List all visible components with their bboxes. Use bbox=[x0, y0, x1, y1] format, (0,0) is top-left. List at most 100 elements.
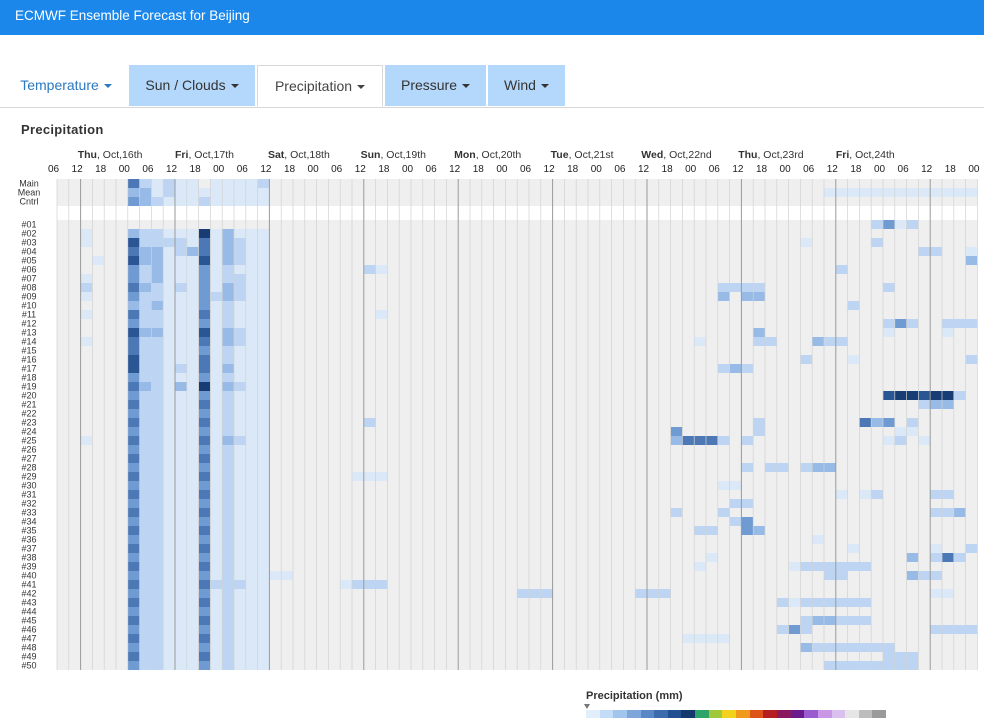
tab-sun-clouds[interactable]: Sun / Clouds bbox=[129, 65, 255, 106]
precip-cell bbox=[175, 373, 187, 382]
precip-cell bbox=[139, 364, 152, 373]
precip-cell bbox=[741, 517, 754, 526]
precip-cell bbox=[234, 535, 246, 544]
precip-cell bbox=[245, 481, 258, 490]
precip-cell bbox=[163, 535, 175, 544]
member-row-label: #17 bbox=[21, 364, 36, 374]
precip-cell bbox=[151, 508, 164, 517]
member-row-label: #31 bbox=[21, 490, 36, 500]
precip-cell bbox=[257, 535, 270, 544]
precip-cell bbox=[163, 229, 175, 238]
precip-cell bbox=[151, 355, 164, 364]
precip-cell bbox=[529, 589, 541, 598]
tab-temperature[interactable]: Temperature bbox=[12, 65, 120, 106]
precip-cell bbox=[198, 553, 211, 562]
precip-cell bbox=[139, 463, 152, 472]
precip-cell bbox=[127, 643, 140, 652]
tab-pressure[interactable]: Pressure bbox=[385, 65, 486, 106]
precip-cell bbox=[139, 571, 152, 580]
precip-cell bbox=[222, 229, 234, 238]
precip-cell bbox=[139, 197, 152, 206]
precip-cell bbox=[186, 607, 199, 616]
precip-cell bbox=[127, 580, 140, 589]
precip-cell bbox=[942, 553, 954, 562]
precip-cell bbox=[127, 661, 140, 670]
legend-swatch bbox=[804, 710, 818, 718]
precip-cell bbox=[198, 571, 211, 580]
precip-cell bbox=[210, 634, 223, 643]
precip-cell bbox=[175, 607, 187, 616]
precip-cell bbox=[127, 607, 140, 616]
precip-cell bbox=[245, 179, 258, 188]
precip-cell bbox=[175, 481, 187, 490]
member-row-label: #16 bbox=[21, 355, 36, 365]
precip-cell bbox=[175, 238, 187, 247]
precip-cell bbox=[210, 598, 223, 607]
precip-cell bbox=[222, 328, 234, 337]
precip-cell bbox=[127, 391, 140, 400]
precip-cell bbox=[281, 571, 293, 580]
precip-cell bbox=[175, 526, 187, 535]
precip-cell bbox=[139, 553, 152, 562]
precip-cell bbox=[198, 188, 211, 197]
precip-cell bbox=[186, 391, 199, 400]
precip-cell bbox=[717, 634, 730, 643]
member-row-label: #13 bbox=[21, 328, 36, 338]
precip-cell bbox=[186, 197, 199, 206]
precip-cell bbox=[151, 652, 164, 661]
precip-cell bbox=[163, 391, 175, 400]
hour-label: 18 bbox=[662, 164, 674, 175]
precip-cell bbox=[151, 238, 164, 247]
precip-cell bbox=[883, 220, 895, 229]
precip-cell bbox=[210, 382, 223, 391]
precip-cell bbox=[729, 517, 742, 526]
precip-cell bbox=[965, 319, 978, 328]
member-row-label: #27 bbox=[21, 454, 36, 464]
hour-label: 12 bbox=[732, 164, 744, 175]
precip-cell bbox=[139, 373, 152, 382]
precip-cell bbox=[175, 256, 187, 265]
precip-cell bbox=[257, 490, 270, 499]
member-row-label: #33 bbox=[21, 508, 36, 518]
precip-cell bbox=[127, 188, 140, 197]
precip-cell bbox=[139, 634, 152, 643]
precip-cell bbox=[257, 454, 270, 463]
precip-cell bbox=[127, 535, 140, 544]
hour-label: 00 bbox=[874, 164, 886, 175]
precip-cell bbox=[163, 598, 175, 607]
tab-precipitation[interactable]: Precipitation bbox=[257, 65, 383, 107]
precip-cell bbox=[222, 265, 234, 274]
precip-cell bbox=[234, 238, 246, 247]
precip-cell bbox=[198, 616, 211, 625]
precip-cell bbox=[80, 292, 93, 301]
precip-cell bbox=[871, 188, 883, 197]
precip-cell bbox=[883, 652, 895, 661]
precip-cell bbox=[245, 634, 258, 643]
precip-cell bbox=[127, 238, 140, 247]
precip-cell bbox=[139, 616, 152, 625]
precip-cell bbox=[222, 535, 234, 544]
precip-cell bbox=[222, 589, 234, 598]
tab-wind[interactable]: Wind bbox=[488, 65, 565, 106]
precip-cell bbox=[198, 319, 211, 328]
precip-cell bbox=[245, 427, 258, 436]
precip-cell bbox=[186, 256, 199, 265]
precip-cell bbox=[812, 535, 824, 544]
member-row-label: #04 bbox=[21, 247, 36, 257]
precip-cell bbox=[139, 346, 152, 355]
precip-cell bbox=[175, 436, 187, 445]
precip-cell bbox=[163, 400, 175, 409]
precip-cell bbox=[906, 652, 919, 661]
precip-cell bbox=[234, 346, 246, 355]
precip-cell bbox=[234, 229, 246, 238]
member-row-label: #18 bbox=[21, 373, 36, 383]
precip-cell bbox=[163, 463, 175, 472]
precip-cell bbox=[847, 616, 860, 625]
precip-cell bbox=[257, 562, 270, 571]
precip-cell bbox=[942, 400, 954, 409]
precip-cell bbox=[729, 283, 742, 292]
precip-cell bbox=[942, 188, 954, 197]
precip-cell bbox=[151, 634, 164, 643]
precip-cell bbox=[930, 400, 942, 409]
precip-cell bbox=[222, 188, 234, 197]
